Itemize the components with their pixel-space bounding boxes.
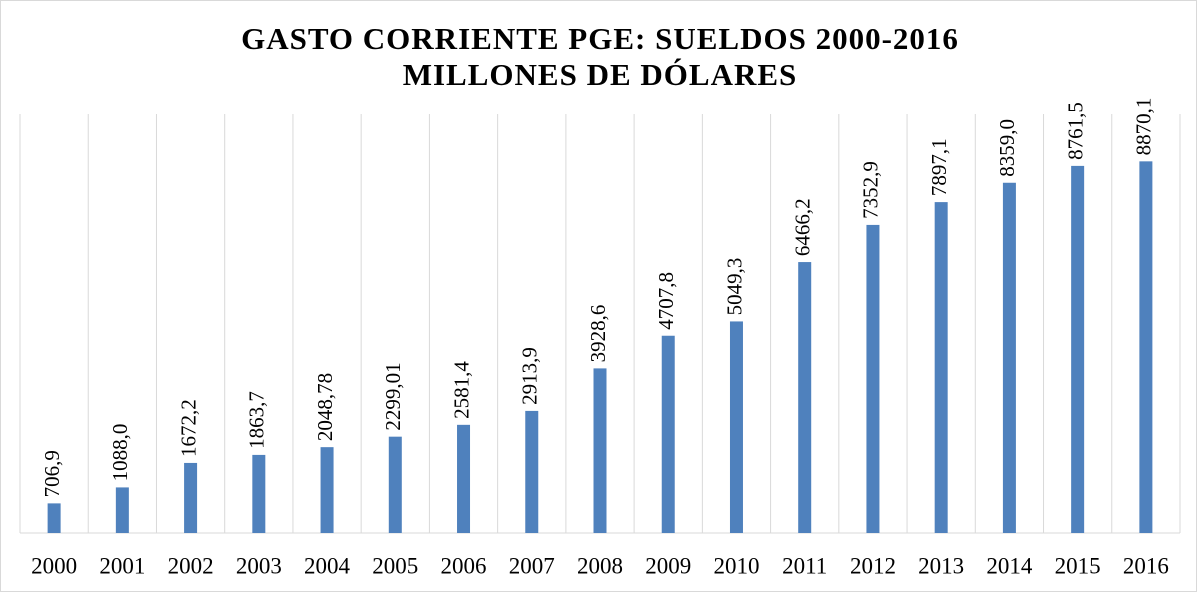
value-label: 7897,1	[927, 138, 951, 196]
x-tick-label: 2009	[645, 553, 691, 578]
x-tick-label: 2006	[441, 553, 487, 578]
bar	[47, 503, 61, 533]
x-tick-label: 2010	[713, 553, 759, 578]
value-label: 706,9	[40, 450, 64, 497]
value-label: 3928,6	[586, 305, 610, 363]
bar	[1139, 161, 1153, 533]
bar	[729, 321, 743, 533]
bar	[1002, 182, 1016, 533]
bar	[388, 436, 402, 533]
value-label: 2581,4	[449, 361, 473, 419]
bar	[661, 335, 675, 533]
chart-title: GASTO CORRIENTE PGE: SUELDOS 2000-2016	[241, 21, 959, 56]
value-label: 1863,7	[245, 391, 269, 449]
value-label: 8870,1	[1132, 98, 1156, 156]
value-label: 1672,2	[176, 399, 200, 457]
value-label: 5049,3	[722, 258, 746, 316]
x-tick-label: 2004	[304, 553, 351, 578]
bar	[525, 410, 539, 533]
bar	[252, 454, 266, 533]
value-label: 1088,0	[108, 424, 132, 482]
value-label: 2048,78	[313, 373, 337, 441]
bar	[457, 424, 471, 533]
value-label: 2299,01	[381, 362, 405, 430]
bar	[798, 262, 812, 533]
x-tick-label: 2012	[850, 553, 896, 578]
x-tick-label: 2011	[782, 553, 827, 578]
value-label: 6466,2	[791, 198, 815, 256]
bar	[866, 224, 880, 533]
chart-subtitle: MILLONES DE DÓLARES	[403, 57, 798, 92]
x-tick-label: 2001	[99, 553, 145, 578]
x-tick-label: 2003	[236, 553, 282, 578]
value-label: 8359,0	[995, 119, 1019, 177]
x-tick-label: 2015	[1055, 553, 1101, 578]
x-tick-label: 2002	[168, 553, 214, 578]
x-tick-label: 2008	[577, 553, 623, 578]
bar	[320, 447, 334, 533]
bar	[1071, 165, 1085, 534]
x-tick-label: 2000	[31, 553, 77, 578]
bar	[593, 368, 607, 533]
x-tick-label: 2014	[986, 553, 1033, 578]
bar	[934, 202, 948, 533]
value-label: 4707,8	[654, 272, 678, 330]
bar	[115, 487, 129, 533]
x-tick-label: 2013	[918, 553, 964, 578]
value-label: 2913,9	[518, 347, 542, 405]
x-tick-label: 2005	[372, 553, 418, 578]
x-tick-label: 2007	[509, 553, 555, 578]
bar	[184, 462, 198, 533]
value-label: 8761,5	[1063, 102, 1087, 160]
value-label: 7352,9	[859, 161, 883, 219]
x-tick-label: 2016	[1123, 553, 1169, 578]
